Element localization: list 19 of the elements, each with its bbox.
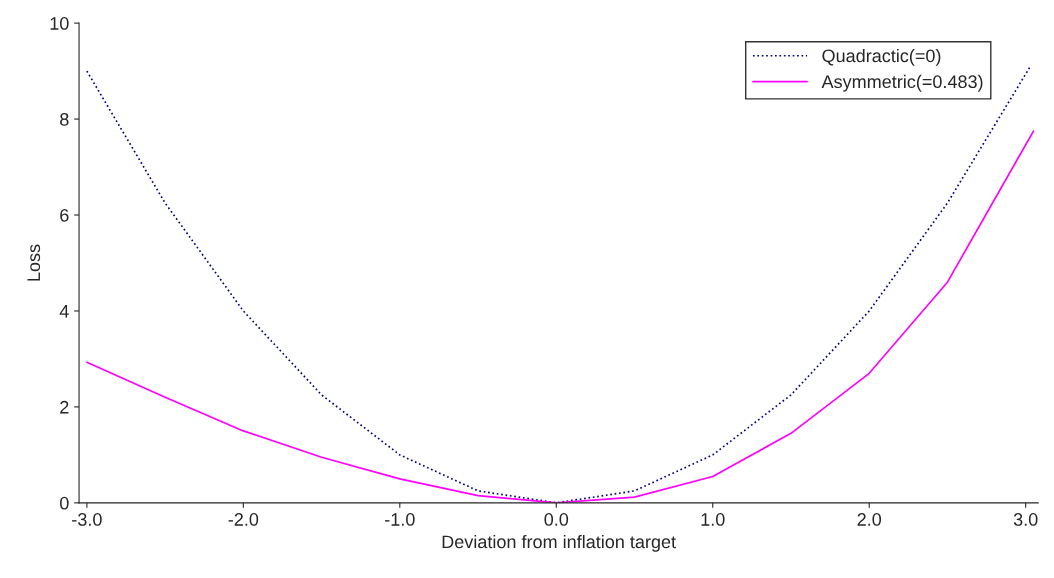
y-axis-title: Loss — [27, 244, 41, 281]
x-tick-label: 3.0 — [1013, 513, 1038, 526]
y-tick-label: 6 — [60, 208, 69, 222]
y-tick-label: 2 — [60, 400, 69, 414]
x-tick-label: -2.0 — [228, 513, 259, 526]
y-tick-label: 10 — [50, 17, 69, 30]
line-series — [86, 130, 1035, 503]
legend-label: Asymmetric(=0.483) — [821, 74, 983, 92]
x-tick-label: -3.0 — [72, 513, 102, 526]
line-series — [86, 65, 1032, 503]
x-tick-label: -1.0 — [385, 513, 415, 526]
x-tick-label: 1.0 — [701, 513, 725, 526]
x-axis-title: Deviation from inflation target — [442, 534, 676, 552]
y-tick-label: 0 — [59, 496, 69, 510]
x-tick-label: 0.0 — [544, 513, 569, 526]
y-tick-label: 8 — [60, 113, 69, 126]
x-tick-label: 2.0 — [857, 513, 882, 526]
legend-label: Quadractic(=0) — [822, 48, 941, 66]
y-tick-label: 4 — [59, 305, 69, 318]
